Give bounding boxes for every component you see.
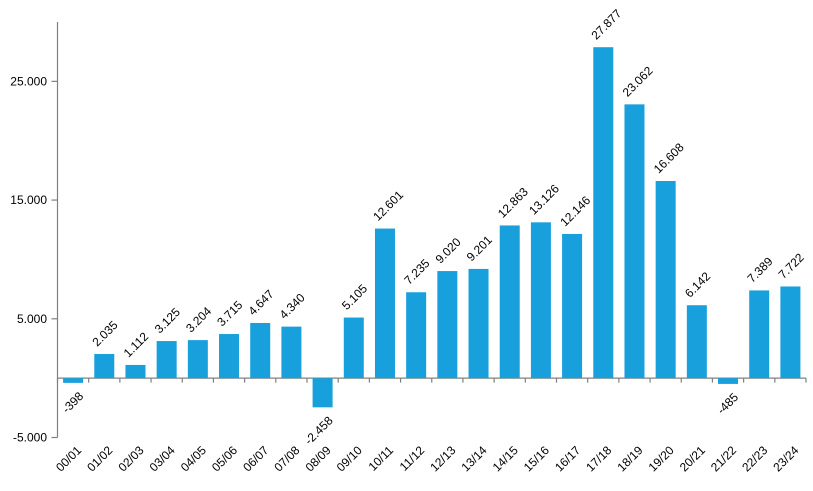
- bar: [468, 268, 489, 379]
- x-axis-category-label: 20/21: [677, 443, 708, 474]
- bar-value-label: 23.062: [620, 63, 656, 99]
- y-axis-tick-label: 5.000: [17, 312, 47, 326]
- x-axis-category-label: 06/07: [240, 443, 271, 474]
- bar: [219, 334, 240, 379]
- x-axis-category-label: 12/13: [427, 443, 458, 474]
- bar-value-label: 27.877: [589, 6, 625, 42]
- bar: [437, 271, 458, 379]
- bar-value-label: 7.235: [401, 256, 432, 287]
- bar-value-label: 16.608: [651, 140, 687, 176]
- bar: [156, 341, 177, 379]
- bar: [749, 290, 770, 379]
- bar-value-label: 9.020: [433, 235, 464, 266]
- x-axis-category-label: 15/16: [521, 443, 552, 474]
- x-axis-category-label: 08/09: [303, 443, 334, 474]
- bar: [406, 292, 427, 379]
- bar-value-label: 3.715: [214, 298, 245, 329]
- bar: [562, 233, 583, 379]
- x-axis-category-label: 23/24: [770, 443, 801, 474]
- bar-value-label: 3.125: [152, 305, 183, 336]
- bar-value-label: 6.142: [682, 269, 713, 300]
- bar: [686, 305, 707, 379]
- bar: [63, 378, 84, 383]
- bar: [312, 378, 333, 408]
- x-axis-category-label: 22/23: [739, 443, 770, 474]
- x-axis-category-label: 18/19: [614, 443, 645, 474]
- bar-value-label: 3.204: [183, 304, 214, 335]
- x-axis-category-label: 10/11: [366, 443, 397, 474]
- bar: [530, 222, 551, 379]
- y-axis-tick-label: 15.000: [10, 193, 47, 207]
- x-axis-category-label: 02/03: [115, 443, 146, 474]
- x-axis-category-label: 17/18: [583, 443, 614, 474]
- bar-value-label: 9.201: [464, 233, 495, 264]
- x-axis-category-label: 09/10: [334, 443, 365, 474]
- bar-value-label: 13.126: [526, 181, 562, 217]
- bar: [499, 225, 520, 379]
- bar-value-label: 5.105: [339, 281, 370, 312]
- bar-value-label: -485: [714, 390, 741, 417]
- bar: [187, 340, 208, 379]
- bar-value-label: 4.647: [245, 287, 276, 318]
- bar: [624, 104, 645, 379]
- y-axis-tick-label: 25.000: [10, 74, 47, 88]
- x-axis-category-label: 11/12: [397, 443, 428, 474]
- x-axis-category-label: 03/04: [147, 443, 178, 474]
- bar: [593, 47, 614, 379]
- x-axis-category-label: 04/05: [178, 443, 209, 474]
- bar: [281, 326, 302, 379]
- bar: [343, 317, 364, 379]
- bar-value-label: -398: [59, 389, 86, 416]
- bar-value-label: 1.112: [121, 329, 152, 360]
- y-axis-tick-label: -5.000: [13, 431, 47, 445]
- bar: [250, 322, 271, 379]
- x-axis-category-label: 05/06: [209, 443, 240, 474]
- bar: [125, 364, 146, 379]
- bar-value-label: 4.340: [277, 290, 308, 321]
- bar-value-label: -2.458: [302, 413, 336, 447]
- bar-value-label: 12.146: [557, 193, 593, 229]
- bar-value-label: 12.601: [370, 188, 406, 224]
- x-axis-category-label: 21/22: [708, 443, 739, 474]
- x-axis-category-label: 16/17: [552, 443, 583, 474]
- bar-value-label: 2.035: [90, 318, 121, 349]
- bar: [780, 286, 801, 379]
- x-axis-category-label: 07/08: [271, 443, 302, 474]
- bar-value-label: 7.722: [776, 250, 807, 281]
- x-axis-category-label: 19/20: [646, 443, 677, 474]
- bar: [655, 180, 676, 379]
- bar-value-label: 7.389: [744, 254, 775, 285]
- x-axis-category-label: 14/15: [490, 443, 521, 474]
- bar: [374, 228, 395, 379]
- x-axis-category-label: 00/01: [53, 443, 84, 474]
- x-axis-category-label: 01/02: [84, 443, 115, 474]
- bar: [718, 378, 739, 384]
- bar: [94, 353, 115, 379]
- bar-value-label: 12.863: [495, 184, 531, 220]
- x-axis-category-label: 13/14: [459, 443, 490, 474]
